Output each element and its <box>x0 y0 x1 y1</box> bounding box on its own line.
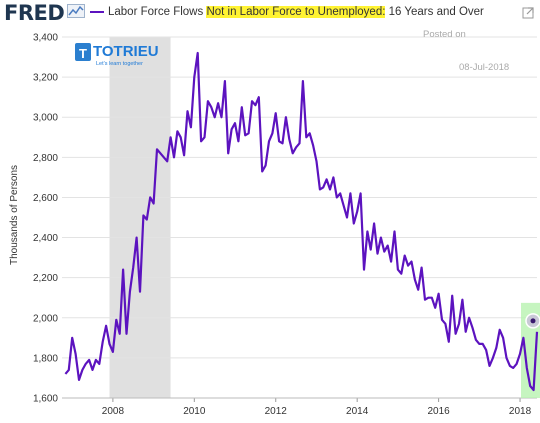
expand-icon[interactable] <box>522 7 534 19</box>
y-tick-label: 2,800 <box>33 153 58 164</box>
series-line <box>64 51 539 392</box>
recession-band-layer <box>109 37 171 398</box>
y-tick-label: 2,000 <box>33 313 58 324</box>
latest-point-dot <box>530 318 536 324</box>
y-tick-label: 3,400 <box>33 33 58 44</box>
fred-logo[interactable]: FRED <box>4 1 65 25</box>
legend-text-highlight: Not in Labor Force to Unemployed: <box>206 6 386 18</box>
x-tick-label: 2018 <box>509 406 532 417</box>
x-tick-label: 2010 <box>183 406 206 417</box>
watermark-logo: T TOTRIEU Let's learn together <box>75 43 159 67</box>
y-tick-label: 2,400 <box>33 233 58 244</box>
posted-date-label: 08-Jul-2018 <box>459 62 509 73</box>
legend: Labor Force Flows Not in Labor Force to … <box>90 6 484 18</box>
watermark-tagline: Let's learn together <box>96 61 143 67</box>
gridlines <box>62 36 537 399</box>
svg-text:T: T <box>79 46 87 61</box>
chart-header: FRED Labor Force Flows Not in Labor Forc… <box>0 0 540 28</box>
series-layer <box>64 51 540 392</box>
y-tick-label: 3,000 <box>33 113 58 124</box>
y-tick-label: 1,600 <box>33 394 58 405</box>
recession-band <box>109 37 171 398</box>
legend-swatch <box>90 10 104 13</box>
posted-on-label: Posted on <box>423 29 466 40</box>
x-tick-marks <box>62 397 537 402</box>
legend-text-2: 16 Years and Over <box>385 6 484 18</box>
y-tick-label: 1,800 <box>33 353 58 364</box>
watermark-name: TOTRIEU <box>93 43 159 60</box>
x-tick-labels: 2008 2010 2012 2014 2016 2018 <box>102 406 532 417</box>
y-axis-label: Thousands of Persons <box>9 165 20 265</box>
x-tick-label: 2008 <box>102 406 125 417</box>
y-tick-label: 3,200 <box>33 73 58 84</box>
x-tick-label: 2012 <box>265 406 288 417</box>
x-tick-label: 2016 <box>427 406 450 417</box>
line-chart-icon <box>67 4 85 18</box>
y-tick-label: 2,600 <box>33 193 58 204</box>
y-tick-label: 2,200 <box>33 273 58 284</box>
y-tick-labels: 1,600 1,800 2,000 2,200 2,400 2,600 2,800 3,000… <box>33 33 58 405</box>
x-tick-label: 2014 <box>346 406 369 417</box>
legend-text-1: Labor Force Flows <box>108 6 207 18</box>
